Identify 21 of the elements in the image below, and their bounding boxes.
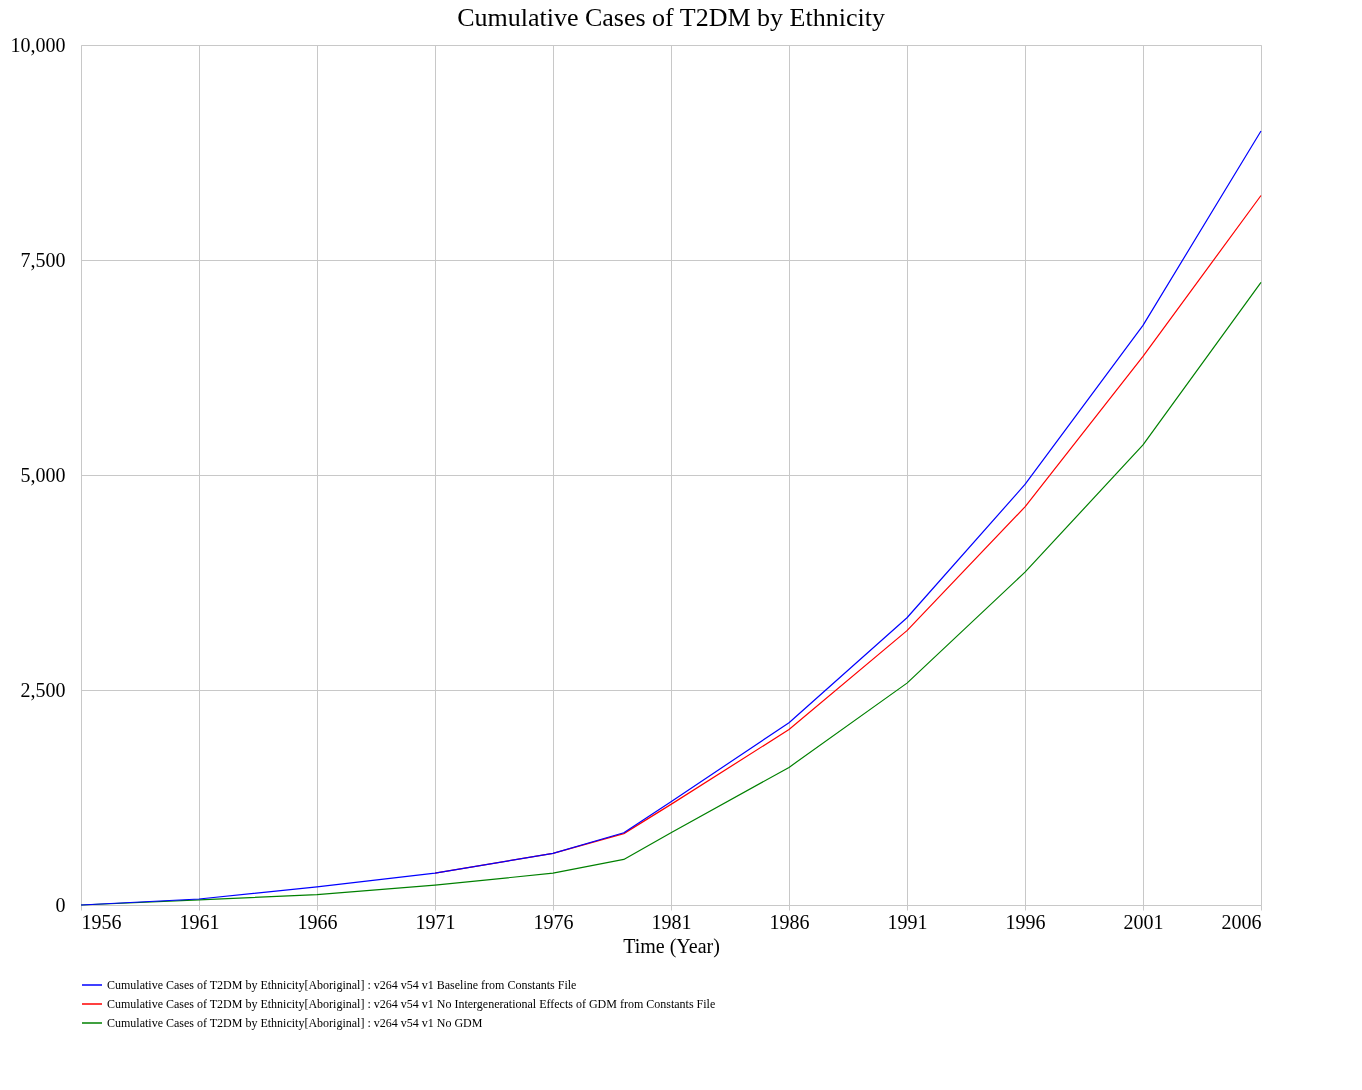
y-tick-label: 10,000 <box>10 33 66 56</box>
x-tick-label: 1966 <box>297 910 338 933</box>
x-tick-label: 2001 <box>1123 910 1164 933</box>
chart-title: Cumulative Cases of T2DM by Ethnicity <box>457 3 885 32</box>
x-tick-label: 2006 <box>1221 910 1262 933</box>
y-tick-label: 0 <box>55 893 66 916</box>
legend-label: Cumulative Cases of T2DM by Ethnicity[Aboriginal] : v264 v54 v1 Baseline from Constants File <box>107 978 577 992</box>
y-tick-label: 7,500 <box>20 248 66 271</box>
x-axis-title: Time (Year) <box>623 934 720 958</box>
x-tick-label: 1956 <box>81 910 122 933</box>
x-tick-label: 1981 <box>651 910 692 933</box>
x-tick-label: 1991 <box>887 910 928 933</box>
y-tick-label: 5,000 <box>20 463 66 486</box>
legend-label: Cumulative Cases of T2DM by Ethnicity[Aboriginal] : v264 v54 v1 No Intergenerational Effects of GDM from Constants File <box>107 997 716 1011</box>
y-tick-label: 2,500 <box>20 678 66 701</box>
legend-label: Cumulative Cases of T2DM by Ethnicity[Aboriginal] : v264 v54 v1 No GDM <box>107 1016 483 1030</box>
x-tick-label: 1976 <box>533 910 574 933</box>
x-tick-label: 1971 <box>415 910 456 933</box>
x-tick-label: 1961 <box>179 910 220 933</box>
x-tick-label: 1986 <box>769 910 810 933</box>
x-tick-label: 1996 <box>1005 910 1046 933</box>
